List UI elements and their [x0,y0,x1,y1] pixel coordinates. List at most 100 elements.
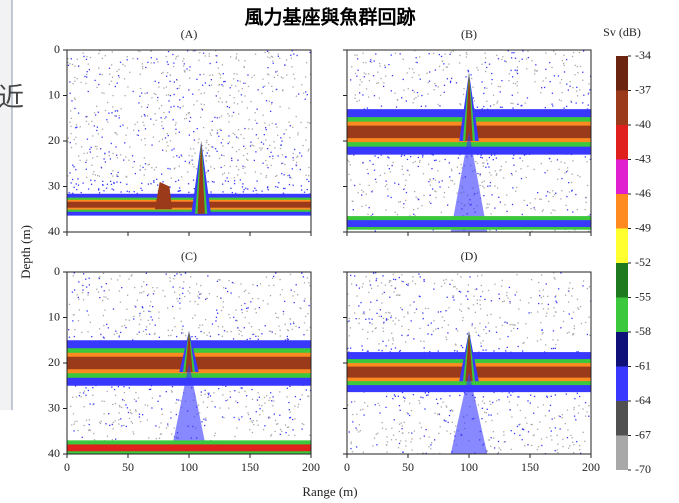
speckle [417,208,418,209]
speckle [206,172,207,173]
speckle [272,396,273,397]
speckle [482,340,483,341]
speckle [167,423,168,424]
colorbar-tick-label: -67 [635,427,651,441]
speckle [123,159,124,160]
x-tick-label: 50 [402,460,414,474]
speckle [83,153,84,154]
speckle [485,71,486,72]
speckle [175,133,176,134]
speckle [403,397,404,398]
speckle [223,81,224,82]
speckle [147,419,148,420]
speckle [262,79,263,80]
speckle [188,112,189,113]
speckle [88,314,89,315]
speckle [209,293,210,294]
speckle [491,194,492,195]
speckle [237,80,238,81]
speckle [121,287,122,288]
speckle [233,317,234,318]
speckle [112,424,113,425]
speckle [437,414,438,415]
speckle [489,157,490,158]
speckle [106,283,107,284]
speckle [371,319,372,320]
speckle [97,126,98,127]
speckle [393,340,394,341]
speckle [489,330,490,331]
speckle [249,119,250,120]
speckle [126,309,127,310]
speckle [506,292,507,293]
speckle [451,170,452,171]
speckle [150,118,151,119]
speckle [77,59,78,60]
x-tick-label: 150 [241,460,259,474]
speckle [582,408,583,409]
speckle [513,324,514,325]
speckle [200,394,201,395]
speckle [369,280,370,281]
speckle [374,95,375,96]
speckle [216,55,217,56]
speckle [476,67,477,68]
speckle [289,137,290,138]
speckle [516,274,517,275]
speckle [449,176,450,177]
speckle [409,174,410,175]
speckle [153,182,154,183]
speckle [108,113,109,114]
speckle [243,155,244,156]
speckle [389,312,390,313]
speckle [424,347,425,348]
speckle [114,115,115,116]
speckle [415,196,416,197]
speckle [87,71,88,72]
speckle [216,317,217,318]
speckle [448,324,449,325]
speckle [397,99,398,100]
speckle [102,74,103,75]
speckle [159,427,160,428]
speckle [566,196,567,197]
speckle [191,156,192,157]
speckle [579,89,580,90]
speckle [374,155,375,156]
speckle [305,99,306,100]
speckle [515,83,516,84]
speckle [222,416,223,417]
speckle [408,283,409,284]
speckle [272,91,273,92]
speckle [99,328,100,329]
speckle [142,167,143,168]
speckle [161,121,162,122]
speckle [371,191,372,192]
speckle [226,101,227,102]
speckle [170,140,171,141]
colorbar-tick-label: -52 [635,255,651,269]
speckle [511,57,512,58]
speckle [411,449,412,450]
speckle [492,402,493,403]
speckle [253,190,254,191]
speckle [260,173,261,174]
speckle [552,209,553,210]
speckle [358,192,359,193]
speckle [203,150,204,151]
speckle [468,71,469,72]
speckle [569,81,570,82]
speckle [160,422,161,423]
speckle [365,74,366,75]
speckle [265,325,266,326]
speckle [168,330,169,331]
speckle [109,155,110,156]
speckle [94,180,95,181]
speckle [75,143,76,144]
speckle [475,161,476,162]
speckle [253,145,254,146]
panel-label: (C) [181,249,197,263]
speckle [242,387,243,388]
speckle [420,438,421,439]
speckle [356,285,357,286]
